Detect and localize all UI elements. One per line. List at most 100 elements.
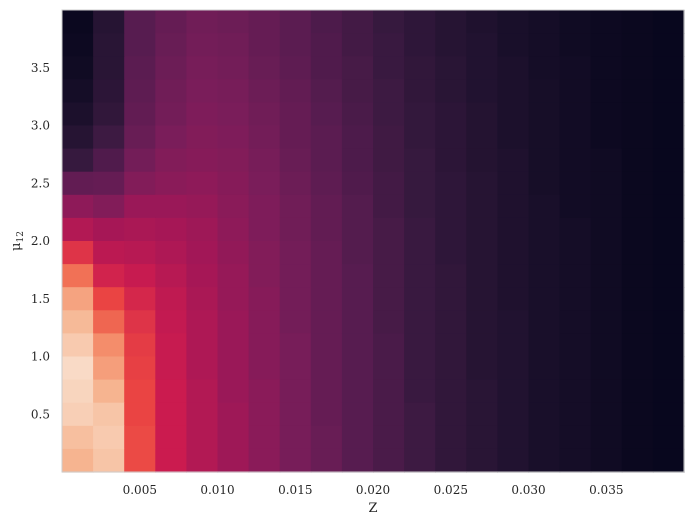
heatmap-cell (248, 33, 281, 57)
heatmap-cell (559, 379, 592, 404)
heatmap-cell (435, 379, 467, 404)
heatmap-cell (590, 10, 623, 34)
heatmap-cell (310, 194, 343, 219)
heatmap-cell (528, 264, 561, 288)
heatmap-cell (124, 425, 156, 450)
y-axis-label-symbol: μ (9, 243, 24, 251)
y-axis-label-subscript: 12 (16, 231, 26, 242)
heatmap-cell (621, 241, 654, 265)
heatmap-cell (497, 333, 530, 358)
heatmap-cell (93, 148, 125, 173)
heatmap-cell (310, 264, 343, 288)
heatmap-cell (124, 33, 156, 57)
heatmap-cell (466, 264, 498, 288)
heatmap-cell (404, 125, 436, 150)
heatmap-cell (373, 241, 405, 265)
heatmap-cell (62, 33, 94, 57)
heatmap-cell (590, 310, 623, 334)
heatmap-cell (466, 102, 498, 127)
heatmap-cell (373, 56, 405, 80)
heatmap-cell (186, 148, 219, 173)
heatmap-cell (435, 310, 467, 334)
heatmap-cell (217, 102, 250, 127)
heatmap-cell (279, 125, 312, 150)
heatmap-cell (528, 425, 561, 450)
heatmap-cell (279, 79, 312, 103)
heatmap-cell (279, 379, 312, 404)
heatmap-cell (217, 287, 250, 311)
y-tick-label: 3.5 (31, 61, 50, 75)
heatmap-cell (93, 425, 125, 450)
heatmap-cell (528, 148, 561, 173)
heatmap-cell (621, 310, 654, 334)
heatmap-cell (279, 102, 312, 127)
heatmap-cell (466, 33, 498, 57)
x-tick-label: 0.020 (356, 483, 390, 497)
heatmap-cell (155, 425, 187, 450)
heatmap-cell (559, 148, 592, 173)
heatmap-cell (62, 217, 94, 242)
heatmap-cell (186, 448, 219, 473)
heatmap-cell (528, 10, 561, 34)
x-tick-label: 0.015 (278, 483, 312, 497)
heatmap-cell (279, 448, 312, 473)
heatmap-cell (652, 333, 685, 358)
heatmap-cell (124, 379, 156, 404)
heatmap-cell (652, 379, 685, 404)
heatmap-cell (528, 56, 561, 80)
y-tick-label: 1.0 (31, 350, 50, 364)
heatmap-cell (435, 33, 467, 57)
heatmap-cell (373, 356, 405, 381)
heatmap-cell (435, 287, 467, 311)
heatmap-cell (310, 448, 343, 473)
heatmap-cell (155, 333, 187, 358)
heatmap-cell (341, 148, 374, 173)
heatmap-cell (93, 194, 125, 219)
heatmap-cell (435, 217, 467, 242)
heatmap-cell (404, 56, 436, 80)
heatmap-cell (217, 333, 250, 358)
heatmap-cell (155, 379, 187, 404)
heatmap-cell (124, 264, 156, 288)
heatmap-cell (124, 356, 156, 381)
heatmap-cell (559, 102, 592, 127)
heatmap-cell (310, 356, 343, 381)
heatmap-cell (528, 333, 561, 358)
heatmap-cell (435, 333, 467, 358)
heatmap-cell (217, 402, 250, 427)
heatmap-cell (435, 171, 467, 196)
heatmap-cell (466, 194, 498, 219)
heatmap-cell (497, 33, 530, 57)
heatmap-cell (124, 287, 156, 311)
heatmap-cell (590, 287, 623, 311)
heatmap-cell (279, 56, 312, 80)
heatmap-cell (248, 56, 281, 80)
heatmap-cell (310, 241, 343, 265)
heatmap-cell (621, 402, 654, 427)
y-tick-label: 3.0 (31, 119, 50, 133)
heatmap-cell (404, 425, 436, 450)
heatmap-cell (404, 10, 436, 34)
heatmap-cell (248, 217, 281, 242)
heatmap-cell (341, 241, 374, 265)
heatmap-cell (652, 10, 685, 34)
heatmap-cell (310, 217, 343, 242)
heatmap-cell (248, 379, 281, 404)
heatmap-cell (466, 356, 498, 381)
x-axis-label: Z (368, 501, 377, 516)
heatmap-cell (497, 402, 530, 427)
heatmap-cell (373, 33, 405, 57)
heatmap-cell (652, 79, 685, 103)
heatmap-cell (559, 333, 592, 358)
heatmap-cell (341, 125, 374, 150)
heatmap-cell (466, 241, 498, 265)
y-tick-label: 0.5 (31, 407, 50, 421)
heatmap-cell (186, 79, 219, 103)
heatmap-cell (217, 448, 250, 473)
heatmap-cell (590, 56, 623, 80)
heatmap-cell (341, 10, 374, 34)
heatmap-cell (373, 448, 405, 473)
heatmap-cell (93, 356, 125, 381)
heatmap-cell (621, 171, 654, 196)
heatmap-cell (217, 425, 250, 450)
